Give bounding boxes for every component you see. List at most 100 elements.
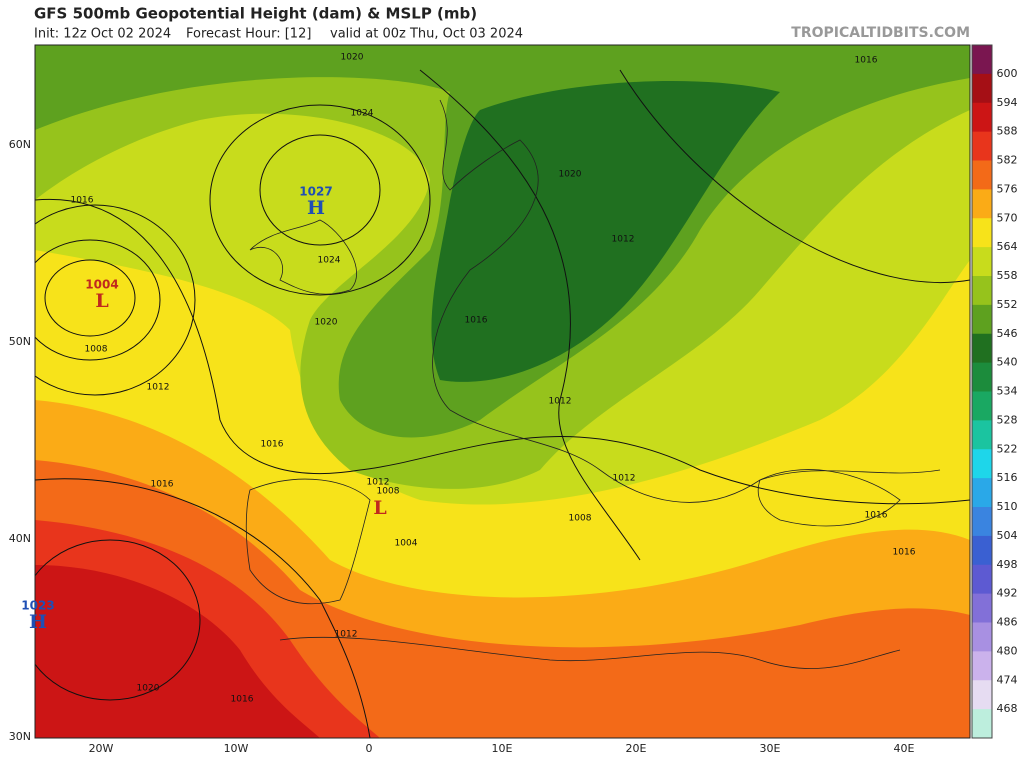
isobar-label: 1008 bbox=[85, 345, 108, 355]
longitude-label: 20E bbox=[626, 742, 647, 755]
isobar-label: 1008 bbox=[377, 487, 400, 497]
longitude-label: 20W bbox=[89, 742, 114, 755]
isobar-label: 1012 bbox=[367, 478, 390, 488]
colorbar-bin bbox=[972, 304, 992, 335]
colorbar-label: 510 bbox=[997, 500, 1018, 513]
isobar-label: 1024 bbox=[351, 109, 374, 119]
colorbar-bin bbox=[972, 593, 992, 623]
colorbar-label: 558 bbox=[997, 269, 1018, 282]
isobar-label: 1004 bbox=[395, 539, 418, 549]
colorbar-bin bbox=[972, 449, 992, 479]
colorbar-bin bbox=[972, 709, 992, 739]
coastline bbox=[432, 99, 941, 503]
colorbar-label: 492 bbox=[997, 587, 1018, 600]
isobar bbox=[35, 198, 970, 505]
colorbar-label: 588 bbox=[997, 125, 1018, 138]
longitude-label: 30E bbox=[760, 742, 781, 755]
isobar-label: 1012 bbox=[147, 383, 170, 393]
valid-time: valid at 00z Thu, Oct 03 2024 bbox=[330, 27, 523, 42]
colorbar-label: 546 bbox=[997, 327, 1018, 340]
colorbar-bin bbox=[972, 218, 992, 248]
isobar-label: 1008 bbox=[569, 514, 592, 524]
longitude-label: 10E bbox=[492, 742, 513, 755]
latitude-label: 40N bbox=[9, 532, 31, 545]
colorbar-bin bbox=[972, 420, 992, 450]
longitude-label: 0 bbox=[366, 742, 373, 755]
colorbar-bin bbox=[972, 535, 992, 566]
height-field bbox=[431, 80, 780, 382]
isobar bbox=[35, 539, 201, 701]
pressure-value: 1004 bbox=[85, 278, 118, 292]
isobar-label: 1020 bbox=[341, 53, 364, 63]
longitude-label: 40E bbox=[894, 742, 915, 755]
coastline bbox=[279, 636, 901, 669]
colorbar-label: 594 bbox=[997, 96, 1018, 109]
isobar-label: 1012 bbox=[613, 474, 636, 484]
pressure-value: 1023 bbox=[21, 599, 54, 613]
isobar-label: 1020 bbox=[315, 318, 338, 328]
latitude-label: 50N bbox=[9, 335, 31, 348]
colorbar: 600 594 588 582 576 570 564 558 552 546 540 534 528 5… bbox=[971, 44, 1018, 739]
latitude-label: 30N bbox=[9, 730, 31, 743]
isobar bbox=[35, 478, 371, 738]
colorbar-label: 474 bbox=[997, 673, 1018, 686]
isobar-label: 1016 bbox=[465, 316, 488, 326]
colorbar-label: 498 bbox=[997, 558, 1018, 571]
colorbar-label: 528 bbox=[997, 413, 1018, 426]
colorbar-bin bbox=[972, 564, 992, 595]
colorbar-bin bbox=[972, 362, 992, 392]
colorbar-bin bbox=[972, 45, 992, 75]
colorbar-bin bbox=[972, 680, 992, 710]
colorbar-frame bbox=[971, 44, 993, 739]
isobar-label: 1012 bbox=[612, 235, 635, 245]
isobar-label: 1016 bbox=[261, 440, 284, 450]
pressure-symbol: H bbox=[307, 197, 325, 219]
isobar bbox=[35, 239, 161, 361]
colorbar-bin bbox=[972, 276, 992, 306]
pressure-symbol: H bbox=[29, 611, 47, 633]
isobar bbox=[619, 69, 970, 284]
colorbar-bin bbox=[972, 102, 992, 133]
colorbar-label: 468 bbox=[997, 702, 1018, 715]
colorbar-bin bbox=[972, 333, 992, 364]
isobar-label: 1012 bbox=[335, 630, 358, 640]
forecast-hour: Forecast Hour: [12] bbox=[186, 27, 311, 42]
init-time: Init: 12z Oct 02 2024 bbox=[34, 27, 171, 42]
map bbox=[35, 45, 970, 738]
isobar bbox=[35, 204, 196, 396]
latitude-label: 60N bbox=[9, 138, 31, 151]
isobar bbox=[209, 104, 431, 296]
isobar-label: 1024 bbox=[318, 256, 341, 266]
colorbar-label: 486 bbox=[997, 616, 1018, 629]
isobar-label: 1020 bbox=[137, 684, 160, 694]
title: GFS 500mb Geopotential Height (dam) & MS… bbox=[34, 5, 477, 23]
map-frame bbox=[34, 44, 971, 739]
colorbar-label: 576 bbox=[997, 182, 1018, 195]
isobar-label: 1016 bbox=[151, 480, 174, 490]
colorbar-label: 504 bbox=[997, 529, 1018, 542]
isobar-label: 1012 bbox=[549, 397, 572, 407]
longitude-label: 10W bbox=[224, 742, 249, 755]
colorbar-bin bbox=[972, 622, 992, 652]
colorbar-label: 582 bbox=[997, 154, 1018, 167]
isobar bbox=[44, 259, 136, 337]
colorbar-bin bbox=[972, 391, 992, 421]
coastline bbox=[757, 469, 901, 527]
isobar-label: 1016 bbox=[855, 56, 878, 66]
colorbar-bin bbox=[972, 189, 992, 219]
colorbar-label: 534 bbox=[997, 385, 1018, 398]
pressure-symbol: L bbox=[95, 290, 108, 312]
pressure-value: 1027 bbox=[299, 185, 332, 199]
coastline bbox=[249, 219, 357, 295]
isobar-label: 1016 bbox=[71, 196, 94, 206]
colorbar-label: 564 bbox=[997, 240, 1018, 253]
colorbar-bin bbox=[972, 131, 992, 161]
colorbar-bin bbox=[972, 160, 992, 190]
site-name: TROPICALTIDBITS.COM bbox=[791, 25, 970, 41]
colorbar-label: 552 bbox=[997, 298, 1018, 311]
colorbar-bin bbox=[972, 651, 992, 681]
colorbar-bin bbox=[972, 247, 992, 277]
